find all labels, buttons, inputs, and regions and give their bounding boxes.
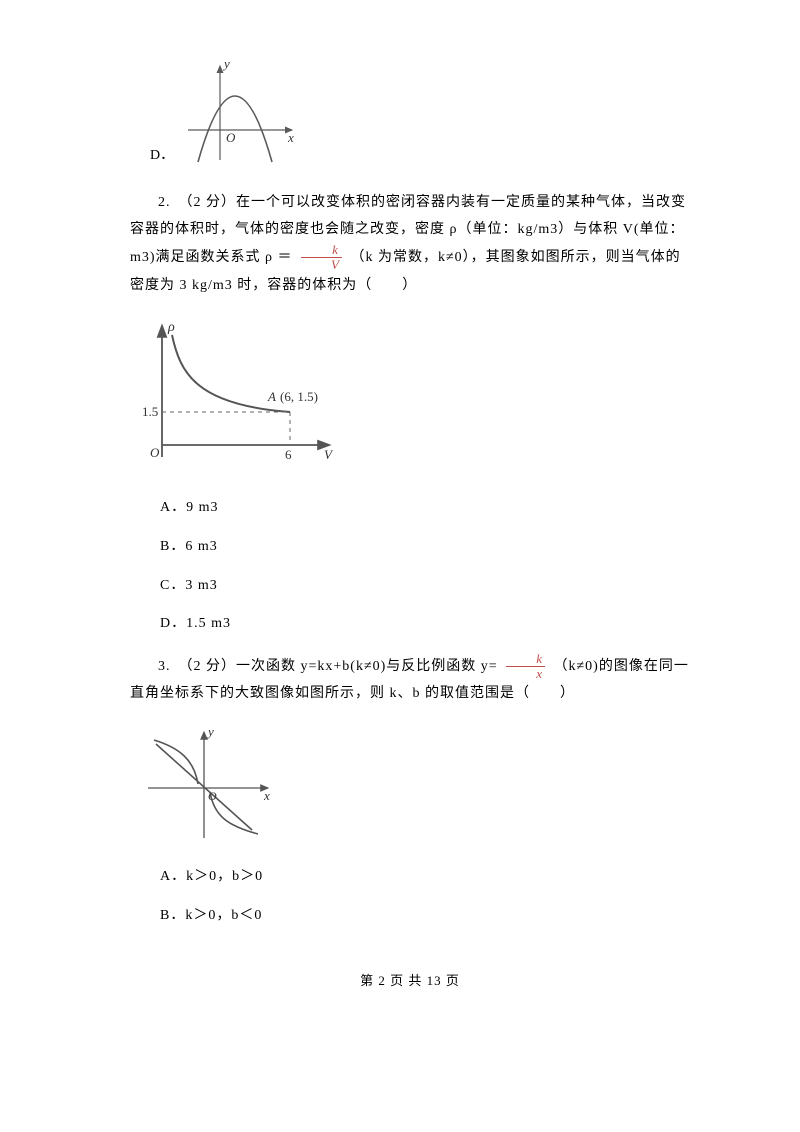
q2-figure: 1.5 6 A (6, 1.5) O V ρ	[140, 317, 690, 477]
q2-frac-num: k	[301, 243, 342, 257]
svg-text:(6, 1.5): (6, 1.5)	[280, 389, 318, 404]
svg-text:V: V	[324, 447, 334, 462]
option-d-label: D．	[150, 143, 174, 170]
page-footer: 第 2 页 共 13 页	[130, 969, 690, 994]
q2-option-c: C．3 m3	[160, 573, 690, 600]
q3-text-1: 3. （2 分）一次函数 y=kx+b(k≠0)与反比例函数 y=	[158, 659, 498, 674]
q3-option-b: B．k＞0，b＜0	[160, 903, 690, 930]
svg-text:O: O	[150, 445, 160, 460]
svg-text:y: y	[222, 60, 230, 71]
q2-fraction: k V	[301, 243, 342, 273]
q3-frac-den: x	[506, 666, 545, 681]
q1-option-d: D． y x O	[150, 60, 690, 170]
svg-text:y: y	[206, 726, 214, 739]
svg-text:x: x	[263, 788, 270, 803]
q1-parabola-figure: y x O	[180, 60, 300, 170]
svg-text:O: O	[208, 789, 217, 803]
svg-text:x: x	[287, 130, 294, 145]
svg-text:O: O	[226, 130, 236, 145]
svg-text:6: 6	[285, 447, 292, 462]
q3-option-a: A．k＞0，b＞0	[160, 864, 690, 891]
q2-option-a: A．9 m3	[160, 495, 690, 522]
q2-option-b: B．6 m3	[160, 534, 690, 561]
q2-stem: 2. （2 分）在一个可以改变体积的密闭容器内装有一定质量的某种气体，当改变容器…	[130, 190, 690, 299]
q3-frac-num: k	[506, 652, 545, 666]
q3-figure: y x O	[140, 726, 690, 846]
svg-text:1.5: 1.5	[142, 404, 158, 419]
svg-text:A: A	[267, 389, 276, 404]
q2-option-d: D．1.5 m3	[160, 611, 690, 638]
svg-text:ρ: ρ	[167, 320, 175, 335]
q3-stem: 3. （2 分）一次函数 y=kx+b(k≠0)与反比例函数 y= k x （k…	[130, 652, 690, 708]
q2-frac-den: V	[301, 257, 342, 272]
q3-fraction: k x	[506, 652, 545, 682]
